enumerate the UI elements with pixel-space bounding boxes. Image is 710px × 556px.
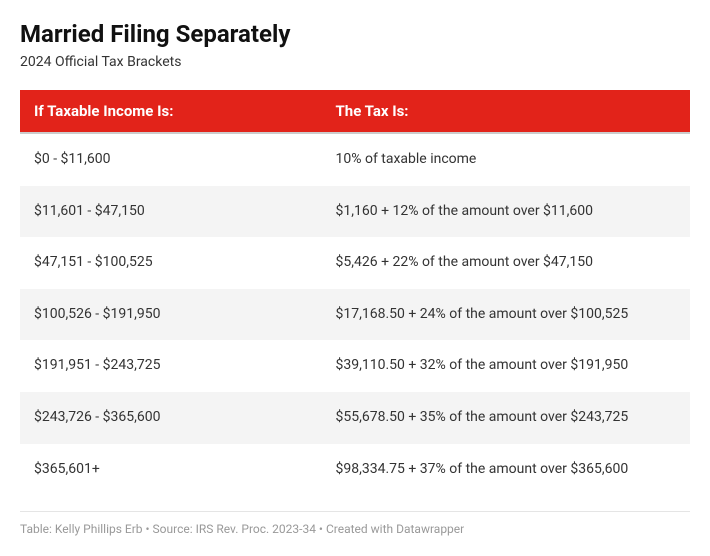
- cell-income: $0 - $11,600: [20, 133, 322, 186]
- table-body: $0 - $11,600 10% of taxable income $11,6…: [20, 133, 690, 495]
- page-subtitle: 2024 Official Tax Brackets: [20, 54, 690, 70]
- table-row: $47,151 - $100,525 $5,426 + 22% of the a…: [20, 237, 690, 289]
- tax-bracket-table: If Taxable Income Is: The Tax Is: $0 - $…: [20, 90, 690, 495]
- cell-income: $47,151 - $100,525: [20, 237, 322, 289]
- cell-tax: 10% of taxable income: [322, 133, 691, 186]
- cell-tax: $98,334.75 + 37% of the amount over $365…: [322, 444, 691, 496]
- column-header-income: If Taxable Income Is:: [20, 90, 322, 133]
- cell-income: $191,951 - $243,725: [20, 340, 322, 392]
- cell-tax: $39,110.50 + 32% of the amount over $191…: [322, 340, 691, 392]
- attribution-footer: Table: Kelly Phillips Erb • Source: IRS …: [20, 511, 690, 536]
- cell-tax: $17,168.50 + 24% of the amount over $100…: [322, 289, 691, 341]
- cell-income: $11,601 - $47,150: [20, 186, 322, 238]
- column-header-tax: The Tax Is:: [322, 90, 691, 133]
- cell-tax: $1,160 + 12% of the amount over $11,600: [322, 186, 691, 238]
- cell-income: $243,726 - $365,600: [20, 392, 322, 444]
- cell-tax: $5,426 + 22% of the amount over $47,150: [322, 237, 691, 289]
- cell-income: $365,601+: [20, 444, 322, 496]
- table-header-row: If Taxable Income Is: The Tax Is:: [20, 90, 690, 133]
- table-row: $191,951 - $243,725 $39,110.50 + 32% of …: [20, 340, 690, 392]
- cell-income: $100,526 - $191,950: [20, 289, 322, 341]
- table-row: $0 - $11,600 10% of taxable income: [20, 133, 690, 186]
- table-row: $365,601+ $98,334.75 + 37% of the amount…: [20, 444, 690, 496]
- cell-tax: $55,678.50 + 35% of the amount over $243…: [322, 392, 691, 444]
- table-row: $11,601 - $47,150 $1,160 + 12% of the am…: [20, 186, 690, 238]
- page-title: Married Filing Separately: [20, 20, 690, 48]
- table-row: $100,526 - $191,950 $17,168.50 + 24% of …: [20, 289, 690, 341]
- table-row: $243,726 - $365,600 $55,678.50 + 35% of …: [20, 392, 690, 444]
